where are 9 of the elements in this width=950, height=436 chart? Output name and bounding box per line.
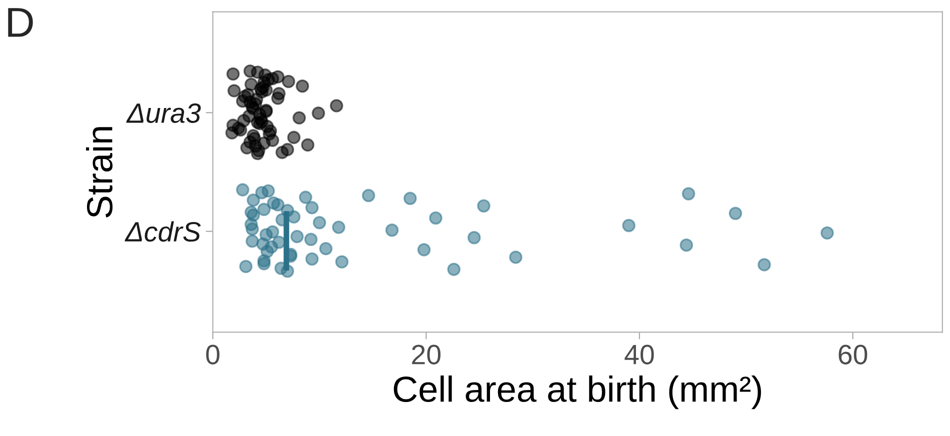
y-tick-label: ΔcdrS — [124, 221, 201, 242]
x-tick-label: 20 — [412, 344, 440, 364]
y-tick-label: Δura3 — [126, 103, 201, 123]
x-tick-label: 60 — [838, 344, 868, 364]
x-tick-label: 0 — [206, 344, 220, 364]
x-tick-label: 40 — [624, 344, 654, 364]
y-axis-title: Strain — [86, 127, 113, 218]
x-axis-title: Cell area at birth (mm²) — [394, 375, 761, 410]
text: D — [8, 8, 33, 37]
